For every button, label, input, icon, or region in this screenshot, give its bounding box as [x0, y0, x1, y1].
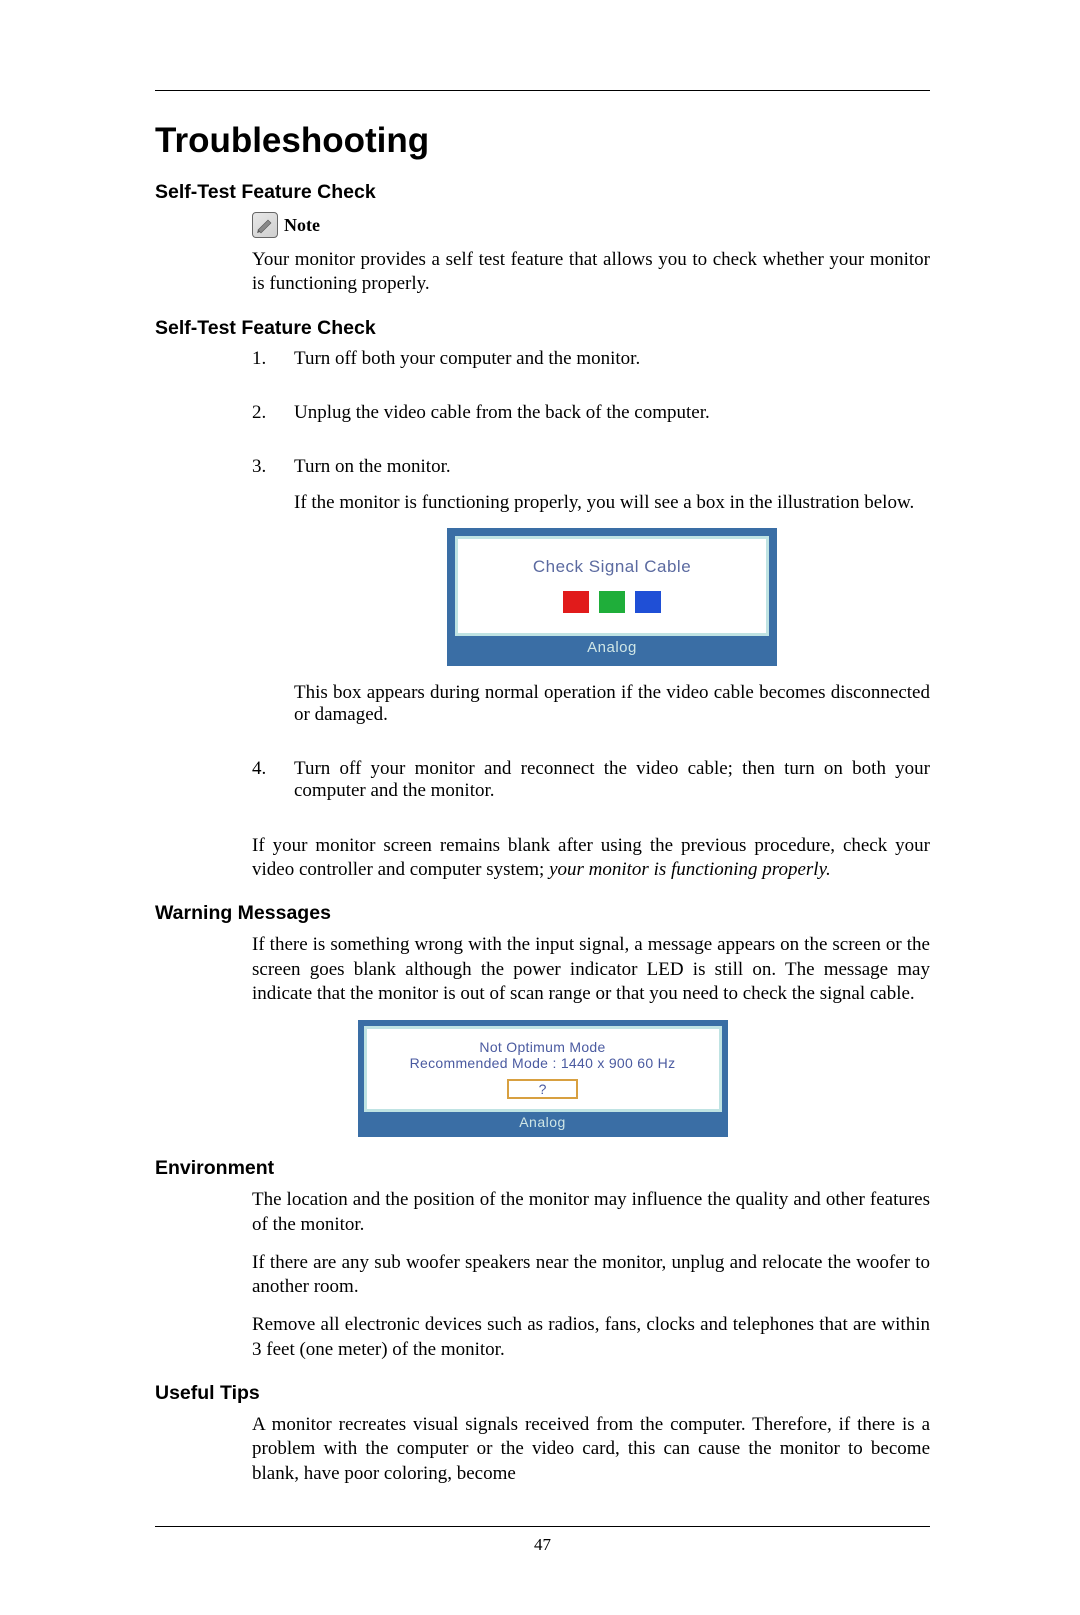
step-number: 2.	[252, 402, 294, 438]
note-label: Note	[284, 215, 320, 236]
page-number: 47	[155, 1535, 930, 1555]
selftest-tail-text: If your monitor screen remains blank aft…	[252, 834, 930, 883]
tips-text: A monitor recreates visual signals recei…	[252, 1413, 930, 1486]
warning-body: If there is something wrong with the inp…	[252, 933, 930, 1006]
step-extra: This box appears during normal operation…	[294, 682, 930, 726]
section-heading-selftest-2: Self-Test Feature Check	[155, 317, 930, 340]
env-p3: Remove all electronic devices such as ra…	[252, 1313, 930, 1362]
page-title: Troubleshooting	[155, 121, 930, 161]
environment-body: The location and the position of the mon…	[252, 1188, 930, 1362]
tail-italic: your monitor is functioning properly.	[549, 859, 831, 880]
osd-text: Check Signal Cable	[468, 557, 756, 577]
selftest-steps: 1. Turn off both your computer and the m…	[252, 348, 930, 816]
osd-outer: Check Signal Cable Analog	[447, 528, 777, 666]
rgb-blue	[635, 591, 661, 613]
tips-body: A monitor recreates visual signals recei…	[252, 1413, 930, 1486]
figure-not-optimum-mode: Not Optimum Mode Recommended Mode : 1440…	[155, 1020, 930, 1137]
step-number: 3.	[252, 456, 294, 740]
osd-inner: Check Signal Cable	[455, 536, 769, 636]
step-number: 1.	[252, 348, 294, 384]
env-p1: The location and the position of the mon…	[252, 1188, 930, 1237]
osd2-question-box: ?	[507, 1079, 579, 1099]
step-2: 2. Unplug the video cable from the back …	[252, 402, 930, 438]
osd2-inner: Not Optimum Mode Recommended Mode : 1440…	[364, 1026, 722, 1112]
section-heading-environment: Environment	[155, 1157, 930, 1180]
step-3: 3. Turn on the monitor. If the monitor i…	[252, 456, 930, 740]
top-rule	[155, 90, 930, 91]
step-1: 1. Turn off both your computer and the m…	[252, 348, 930, 384]
osd2-footer: Analog	[364, 1112, 722, 1131]
osd2-line1: Not Optimum Mode	[375, 1039, 711, 1055]
section-heading-selftest-1: Self-Test Feature Check	[155, 181, 930, 204]
note-body: Your monitor provides a self test featur…	[252, 248, 930, 297]
osd2-outer: Not Optimum Mode Recommended Mode : 1440…	[358, 1020, 728, 1137]
step-text: Turn on the monitor.	[294, 456, 930, 478]
warning-text: If there is something wrong with the inp…	[252, 933, 930, 1006]
osd2-line2: Recommended Mode : 1440 x 900 60 Hz	[375, 1055, 711, 1071]
osd-footer: Analog	[455, 636, 769, 658]
step-text: Turn off both your computer and the moni…	[294, 348, 930, 370]
step-extra: If the monitor is functioning properly, …	[294, 492, 930, 514]
step-text: Unplug the video cable from the back of …	[294, 402, 930, 424]
step-text: Turn off your monitor and reconnect the …	[294, 758, 930, 802]
section-heading-warning: Warning Messages	[155, 902, 930, 925]
selftest-tail: If your monitor screen remains blank aft…	[252, 834, 930, 883]
note-row: Note	[252, 212, 930, 238]
section-heading-tips: Useful Tips	[155, 1382, 930, 1405]
rgb-green	[599, 591, 625, 613]
figure-check-signal-cable: Check Signal Cable Analog	[294, 528, 930, 666]
step-4: 4. Turn off your monitor and reconnect t…	[252, 758, 930, 816]
rgb-row	[468, 591, 756, 613]
step-number: 4.	[252, 758, 294, 816]
note-body-text: Your monitor provides a self test featur…	[252, 248, 930, 297]
env-p2: If there are any sub woofer speakers nea…	[252, 1251, 930, 1300]
rgb-red	[563, 591, 589, 613]
note-icon	[252, 212, 278, 238]
